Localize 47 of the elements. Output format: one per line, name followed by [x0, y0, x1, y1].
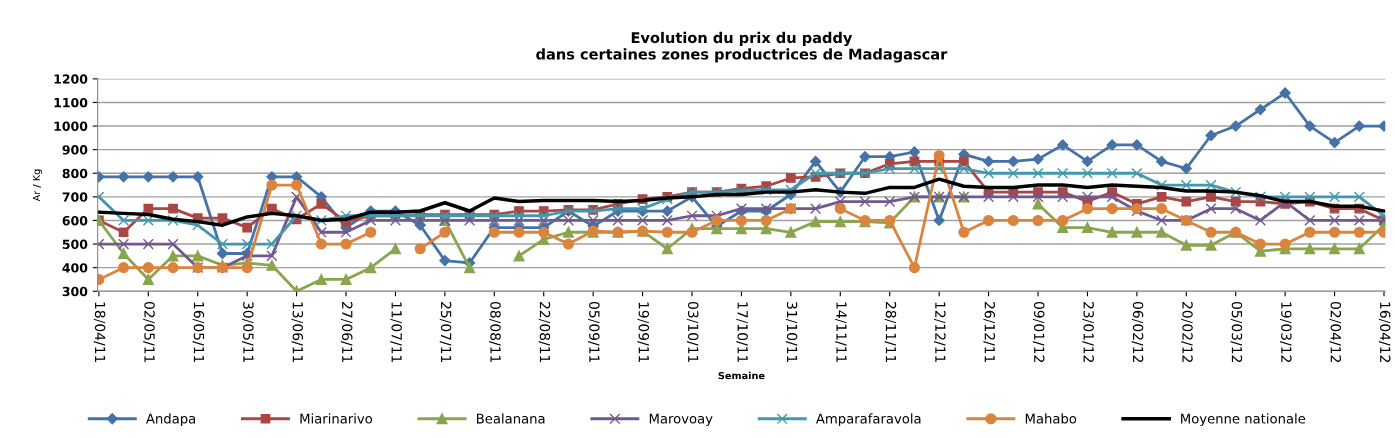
- x-tick-label: 19/09/11: [637, 302, 650, 363]
- chart-title: Evolution du prix du paddy dans certaines zones productrices de Madagascar: [536, 31, 948, 63]
- x-axis-title: Semaine: [718, 371, 765, 380]
- y-tick-label: 900: [62, 145, 88, 155]
- y-tick-label: 800: [62, 168, 88, 179]
- x-tick-label: 22/08/11: [538, 302, 551, 363]
- x-tick-label: 25/07/11: [439, 302, 452, 363]
- legend-label: Marovoay: [649, 413, 713, 427]
- x-tick-label: 11/07/11: [390, 302, 402, 363]
- x-tick-label: 03/10/11: [686, 301, 699, 363]
- x-tick-label: 19/03/12: [1280, 302, 1292, 362]
- x-tick-label: 12/12/11: [934, 302, 946, 363]
- y-tick-label: 600: [62, 215, 88, 226]
- x-tick-label: 05/09/11: [588, 301, 600, 363]
- y-tick-label: 1100: [54, 97, 88, 108]
- x-tick-label: 18/04/11: [93, 302, 106, 363]
- x-tick-label: 26/12/11: [983, 302, 996, 363]
- legend-label: Andapa: [146, 413, 196, 427]
- y-tick-label: 1000: [54, 121, 88, 131]
- x-tick-label: 02/04/12: [1329, 301, 1342, 362]
- x-tick-label: 16/05/11: [192, 302, 205, 363]
- x-tick-label: 20/02/12: [1181, 302, 1193, 362]
- y-tick-label: 400: [62, 263, 88, 273]
- y-tick-label: 1200: [54, 74, 88, 84]
- legend-label: Amparafaravola: [815, 413, 921, 427]
- y-tick-label: 500: [62, 239, 88, 249]
- x-tick-label: 13/06/11: [291, 302, 304, 363]
- x-tick-label: 27/06/11: [340, 302, 353, 363]
- x-tick-label: 06/02/12: [1131, 301, 1144, 362]
- y-tick-label: 700: [62, 192, 88, 202]
- x-tick-label: 02/05/11: [143, 301, 155, 363]
- x-tick-label: 17/10/11: [736, 302, 748, 363]
- x-tick-label: 28/11/11: [884, 302, 897, 363]
- x-tick-label: 05/03/12: [1230, 301, 1243, 362]
- y-axis-title: Ar / Kg: [32, 169, 43, 202]
- x-tick-label: 31/10/11: [785, 302, 798, 363]
- legend-label: Moyenne nationale: [1181, 413, 1306, 427]
- legend-label: Mahabo: [1025, 413, 1077, 424]
- x-tick-label: 16/04/12: [1378, 302, 1391, 362]
- legend-label: Miarinarivo: [300, 413, 373, 424]
- x-tick-label: 23/01/12: [1082, 302, 1094, 362]
- x-tick-label: 14/11/11: [835, 302, 847, 363]
- x-tick-label: 08/08/11: [489, 301, 501, 363]
- x-tick-label: 30/05/11: [242, 302, 254, 363]
- x-tick-label: 09/01/12: [1032, 301, 1045, 362]
- y-tick-label: 300: [62, 286, 88, 297]
- legend-label: Bealanana: [477, 413, 545, 424]
